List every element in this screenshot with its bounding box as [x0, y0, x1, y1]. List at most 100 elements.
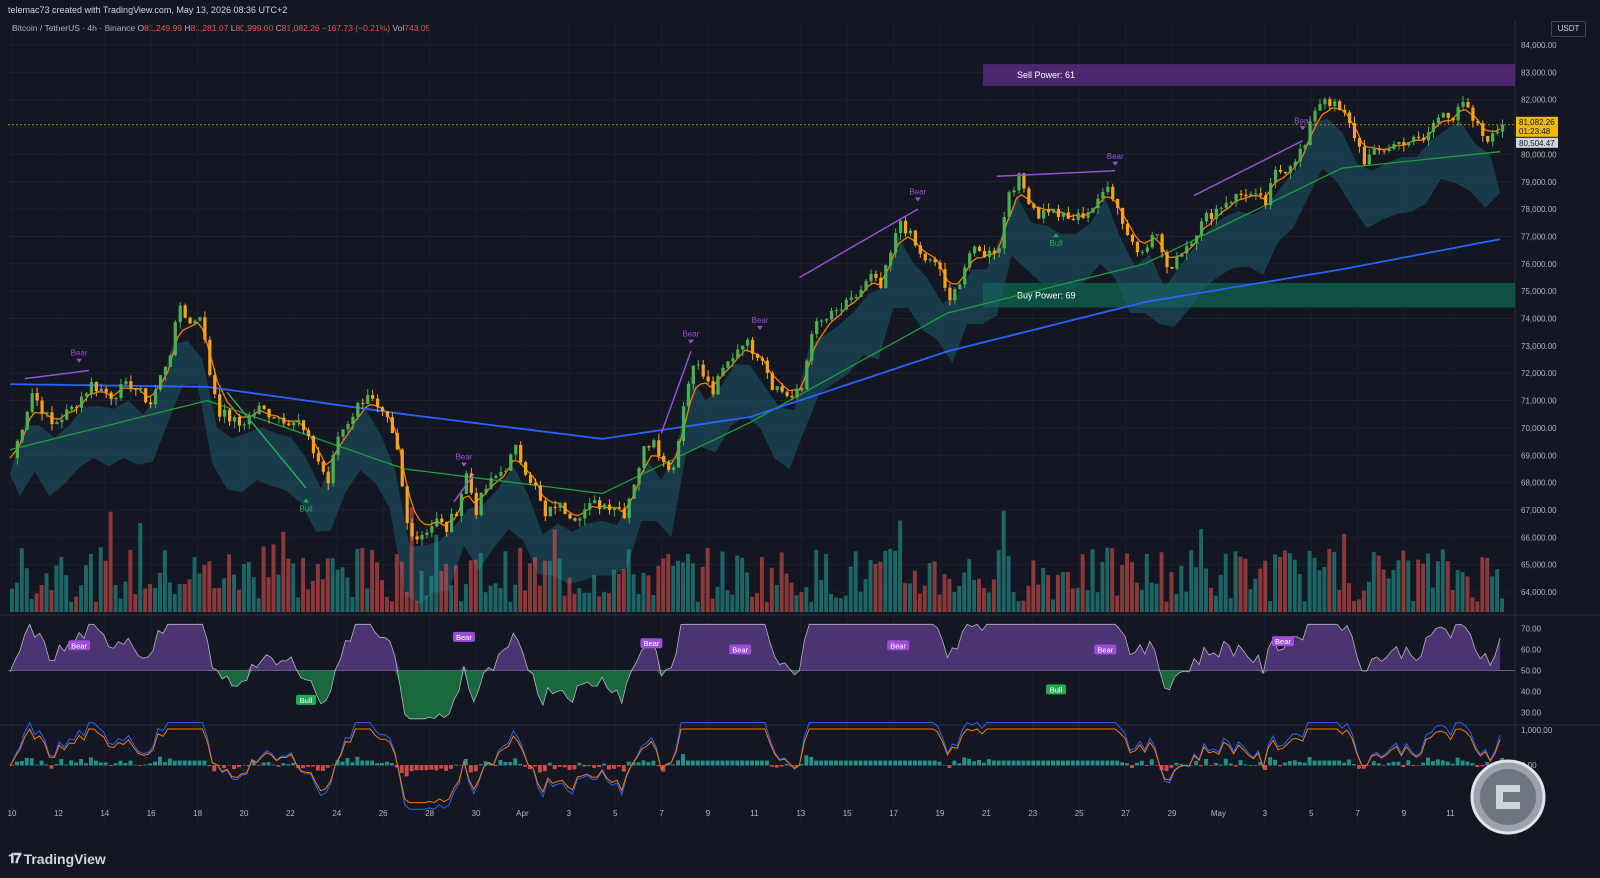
macd-histogram-bar	[276, 765, 281, 767]
candle-body	[1446, 112, 1450, 118]
macd-histogram-bar	[1218, 764, 1223, 766]
time-tick-label: May	[1211, 809, 1226, 818]
macd-histogram-bar	[355, 756, 360, 766]
candle-body	[435, 518, 439, 527]
volume-bar	[478, 552, 483, 612]
macd-histogram-bar	[710, 760, 715, 766]
close-value: 81,082.26	[281, 23, 320, 33]
macd-histogram-bar	[483, 761, 488, 766]
volume-bar	[394, 554, 399, 612]
candle-body	[829, 310, 834, 320]
candle-body	[1254, 193, 1258, 195]
symbol-name[interactable]: Bitcoin / TetherUS · 4h · Binance	[12, 23, 136, 33]
candle-body	[1362, 146, 1366, 165]
candle-body	[311, 435, 316, 454]
macd-pane[interactable]	[9, 721, 1504, 810]
volume-bar	[1282, 550, 1287, 612]
bull-triangle-icon	[1053, 233, 1060, 238]
volume-bar	[1080, 554, 1085, 612]
candle-body	[99, 388, 103, 392]
candle-body	[405, 486, 409, 523]
volume-bar	[1307, 550, 1312, 612]
volume-bar	[1312, 557, 1317, 612]
candle-body	[1071, 218, 1075, 220]
time-tick-label: 5	[613, 809, 618, 818]
macd-histogram-bar	[1080, 760, 1085, 766]
candle-body	[681, 406, 686, 441]
volume-bar	[1144, 553, 1149, 612]
candle-body	[188, 317, 192, 324]
candle-body	[908, 230, 913, 234]
volume-bar	[1440, 549, 1445, 612]
candle-body	[1214, 208, 1218, 219]
volume-bar	[903, 583, 907, 612]
candle-body	[1244, 194, 1248, 197]
candle-body	[1027, 188, 1031, 204]
macd-histogram-bar	[883, 760, 888, 766]
candle-body	[449, 513, 454, 532]
candle-body	[524, 462, 528, 475]
macd-histogram-bar	[774, 765, 779, 768]
oscillator-pane[interactable]: Bear Bear Bear Bear Bear Bear Bear Bull Bull	[8, 623, 1515, 720]
time-tick-label: 10	[8, 809, 17, 818]
macd-histogram-bar	[394, 765, 399, 768]
candle-body	[701, 364, 705, 377]
volume-bar	[819, 579, 824, 612]
time-tick-label: 27	[1121, 809, 1130, 818]
volume-bar	[981, 588, 986, 612]
candle-body	[385, 411, 390, 418]
candle-body	[1283, 171, 1288, 174]
time-tick-label: 15	[843, 809, 852, 818]
price-tick-label: 66,000.00	[1521, 533, 1557, 542]
macd-histogram-bar	[365, 760, 370, 766]
candle-body	[977, 246, 982, 251]
candle-body	[1303, 145, 1307, 149]
bull-signal-label: Bull	[1049, 239, 1063, 248]
volume-bar	[907, 583, 912, 612]
volume-bar	[266, 577, 271, 612]
volume-bar	[858, 591, 863, 612]
volume-bar	[1248, 589, 1253, 612]
macd-histogram-bar	[212, 765, 217, 772]
volume-bar	[419, 570, 424, 612]
divergence-line	[799, 208, 919, 279]
currency-selector[interactable]: USDT	[1551, 21, 1586, 37]
volume-bar	[769, 567, 774, 612]
macd-histogram-bar	[962, 757, 967, 766]
candle-body	[1111, 186, 1115, 199]
volume-bar	[804, 587, 809, 612]
symbol-legend[interactable]: Bitcoin / TetherUS · 4h · Binance O81,24…	[12, 23, 430, 33]
volume-bar	[898, 520, 903, 612]
macd-histogram-bar	[493, 765, 498, 767]
candle-body	[839, 309, 843, 311]
candle-body	[780, 386, 784, 392]
volume-bar	[1016, 601, 1021, 612]
candle-body	[568, 514, 572, 519]
candle-body	[1491, 133, 1495, 142]
macd-histogram-bar	[690, 760, 695, 766]
time-tick-label: 14	[100, 809, 109, 818]
candle-body	[913, 230, 917, 246]
volume-bar	[685, 553, 690, 612]
volume-bar	[301, 558, 306, 612]
oscillator-bear-badge	[729, 644, 752, 655]
macd-histogram-bar	[1248, 765, 1253, 766]
price-axis[interactable]: 84,000.0083,000.0082,000.0081,000.0080,0…	[1521, 41, 1557, 770]
time-axis[interactable]: 10 12 14 16 18 20 22 24 26 28 30 Apr 3 5 7 9 11 13 15 17 19 2…	[8, 809, 1456, 818]
macd-histogram-bar	[720, 760, 725, 766]
macd-histogram-bar	[592, 765, 597, 768]
tradingview-logo[interactable]: 𝟏𝟕 TradingView	[8, 850, 106, 867]
price-tick-label: 79,000.00	[1521, 178, 1557, 187]
volume-bar	[1139, 589, 1144, 612]
candle-body	[987, 250, 991, 258]
candle-body	[366, 395, 370, 404]
candle-body	[499, 472, 503, 477]
candle-body	[632, 484, 636, 499]
macd-histogram-bar	[542, 765, 547, 772]
macd-histogram-bar	[1435, 759, 1440, 766]
volume-bar	[103, 560, 108, 612]
macd-histogram-bar	[1115, 760, 1120, 766]
macd-histogram-bar	[972, 761, 977, 766]
candles[interactable]	[15, 96, 1505, 546]
